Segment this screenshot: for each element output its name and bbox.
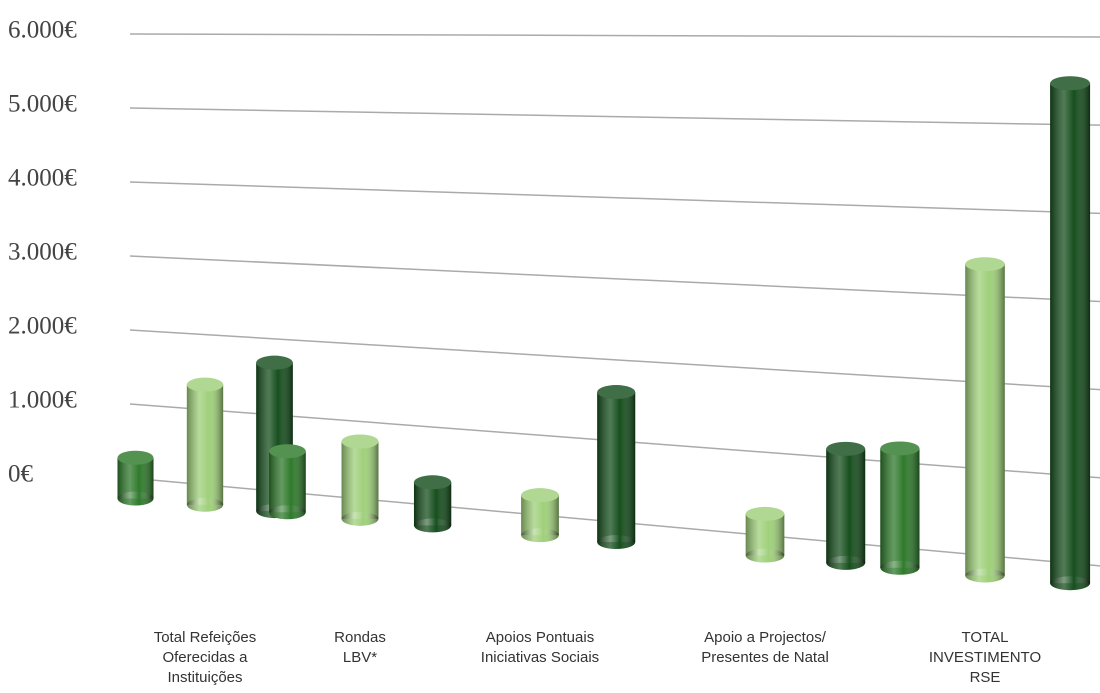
bar-bottom-shade [521, 528, 559, 543]
grid-line [129, 33, 1100, 38]
bar-top-light [341, 434, 379, 449]
bar-top-light [521, 488, 559, 503]
bar-bottom-shade [117, 491, 154, 506]
bar-top [880, 441, 920, 456]
x-tick-label: Apoio a Projectos/ Presentes de Natal [701, 629, 829, 666]
y-tick-label: 2.000€ [8, 313, 77, 340]
bar-bottom-shade [965, 568, 1005, 583]
x-tick-label: Total Refeições Oferecidas a Instituiçõe… [153, 629, 257, 686]
bar-bottom-shade [745, 548, 785, 563]
bar-top-light [965, 257, 1005, 272]
bar-top-light [413, 475, 452, 490]
bar-top-light [117, 450, 154, 465]
bar-shade [341, 441, 379, 519]
bar-top [597, 385, 636, 400]
bar-top [256, 355, 293, 370]
bar-top [117, 450, 154, 465]
bar-bottom-shade [880, 560, 920, 575]
bar-top-light [186, 377, 224, 392]
x-tick-label: TOTAL INVESTIMENTO RSE [928, 629, 1042, 686]
bar-top [965, 257, 1005, 272]
bar-top [341, 434, 379, 449]
bar-top [186, 377, 224, 392]
bar-top-light [1050, 76, 1091, 91]
bar-bottom-shade [269, 505, 306, 520]
bar-bottom-shade [1050, 576, 1091, 591]
bar-bottom-shade [413, 518, 452, 533]
bar-top-light [256, 355, 293, 370]
bar-shade [186, 384, 224, 505]
bar-top-light [269, 444, 306, 459]
bar-top [413, 475, 452, 490]
bar-shade [880, 448, 920, 568]
bar-top-light [745, 506, 785, 521]
y-tick-label: 4.000€ [8, 165, 77, 192]
bar-bottom-shade [826, 555, 866, 570]
y-tick-label: 0€ [8, 461, 34, 488]
bar-shade [1050, 83, 1091, 584]
bar-top-light [597, 385, 636, 400]
bar-bottom-shade [341, 511, 379, 526]
bar-shade [413, 482, 452, 526]
y-tick-label: 5.000€ [8, 91, 77, 118]
grid-line [129, 181, 1100, 215]
y-tick-label: 1.000€ [8, 387, 77, 414]
bar-top [1050, 76, 1091, 91]
grid-line [129, 107, 1100, 126]
x-tick-label: Apoios Pontuais Iniciativas Sociais [480, 629, 600, 666]
bar-shade [965, 264, 1005, 576]
bar-top [745, 506, 785, 521]
y-tick-label: 6.000€ [8, 17, 77, 44]
bar-top [521, 488, 559, 503]
bar-shade [597, 392, 636, 543]
bar-top [826, 441, 866, 456]
grid-line [129, 329, 1100, 391]
bar-bottom-shade [597, 535, 636, 550]
grid-line [129, 255, 1100, 303]
bar-bottom-shade [186, 497, 224, 512]
y-tick-label: 3.000€ [8, 239, 77, 266]
bar-top-light [880, 441, 920, 456]
bar-top [269, 444, 306, 459]
bar-top-light [826, 441, 866, 456]
bar-shade [269, 451, 306, 513]
bar-shade [826, 448, 866, 563]
x-tick-label: Rondas LBV* [334, 629, 386, 666]
